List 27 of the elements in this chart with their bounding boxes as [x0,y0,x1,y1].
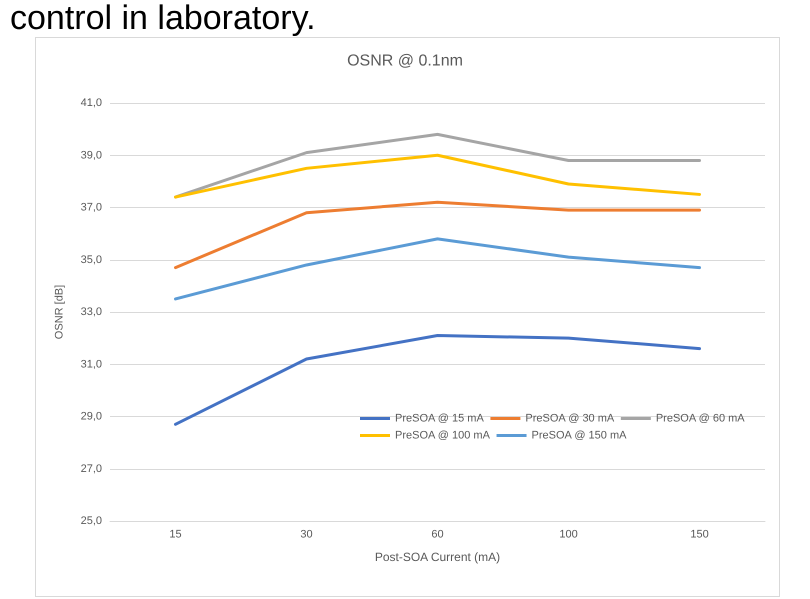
x-tick-label: 100 [559,528,578,540]
y-tick-label: 31,0 [80,358,102,370]
y-tick-label: 25,0 [80,515,102,527]
y-tick-label: 41,0 [80,97,102,109]
y-tick-label: 37,0 [80,202,102,214]
legend-label: PreSOA @ 15 mA [395,412,484,424]
text: control in laboratory. [9,0,317,37]
x-tick-label: 15 [169,528,182,540]
y-tick-label: 33,0 [80,306,102,318]
line-series [174,154,701,199]
legend-label: PreSOA @ 30 mA [525,412,615,424]
x-axis-title: Post-SOA Current (mA) [374,550,500,564]
x-tick-label: 60 [431,528,444,540]
legend-label: PreSOA @ 150 mA [532,430,628,442]
line-series [174,200,701,270]
y-tick-label: 39,0 [80,149,102,162]
y-axis-title: OSNR [dB] [54,284,66,340]
y-tick-label: 35,0 [80,254,102,266]
chart-title: OSNR @ 0.1nm [347,52,463,70]
line-series [174,237,701,300]
x-tick-label: 150 [690,528,709,540]
y-tick-label: 27,0 [80,462,102,475]
legend-label: PreSOA @ 60 mA [656,412,746,424]
legend-label: PreSOA @ 100 mA [395,430,491,442]
y-tick-label: 29,0 [80,410,102,422]
line-series [174,334,701,426]
x-tick-label: 30 [300,528,313,540]
